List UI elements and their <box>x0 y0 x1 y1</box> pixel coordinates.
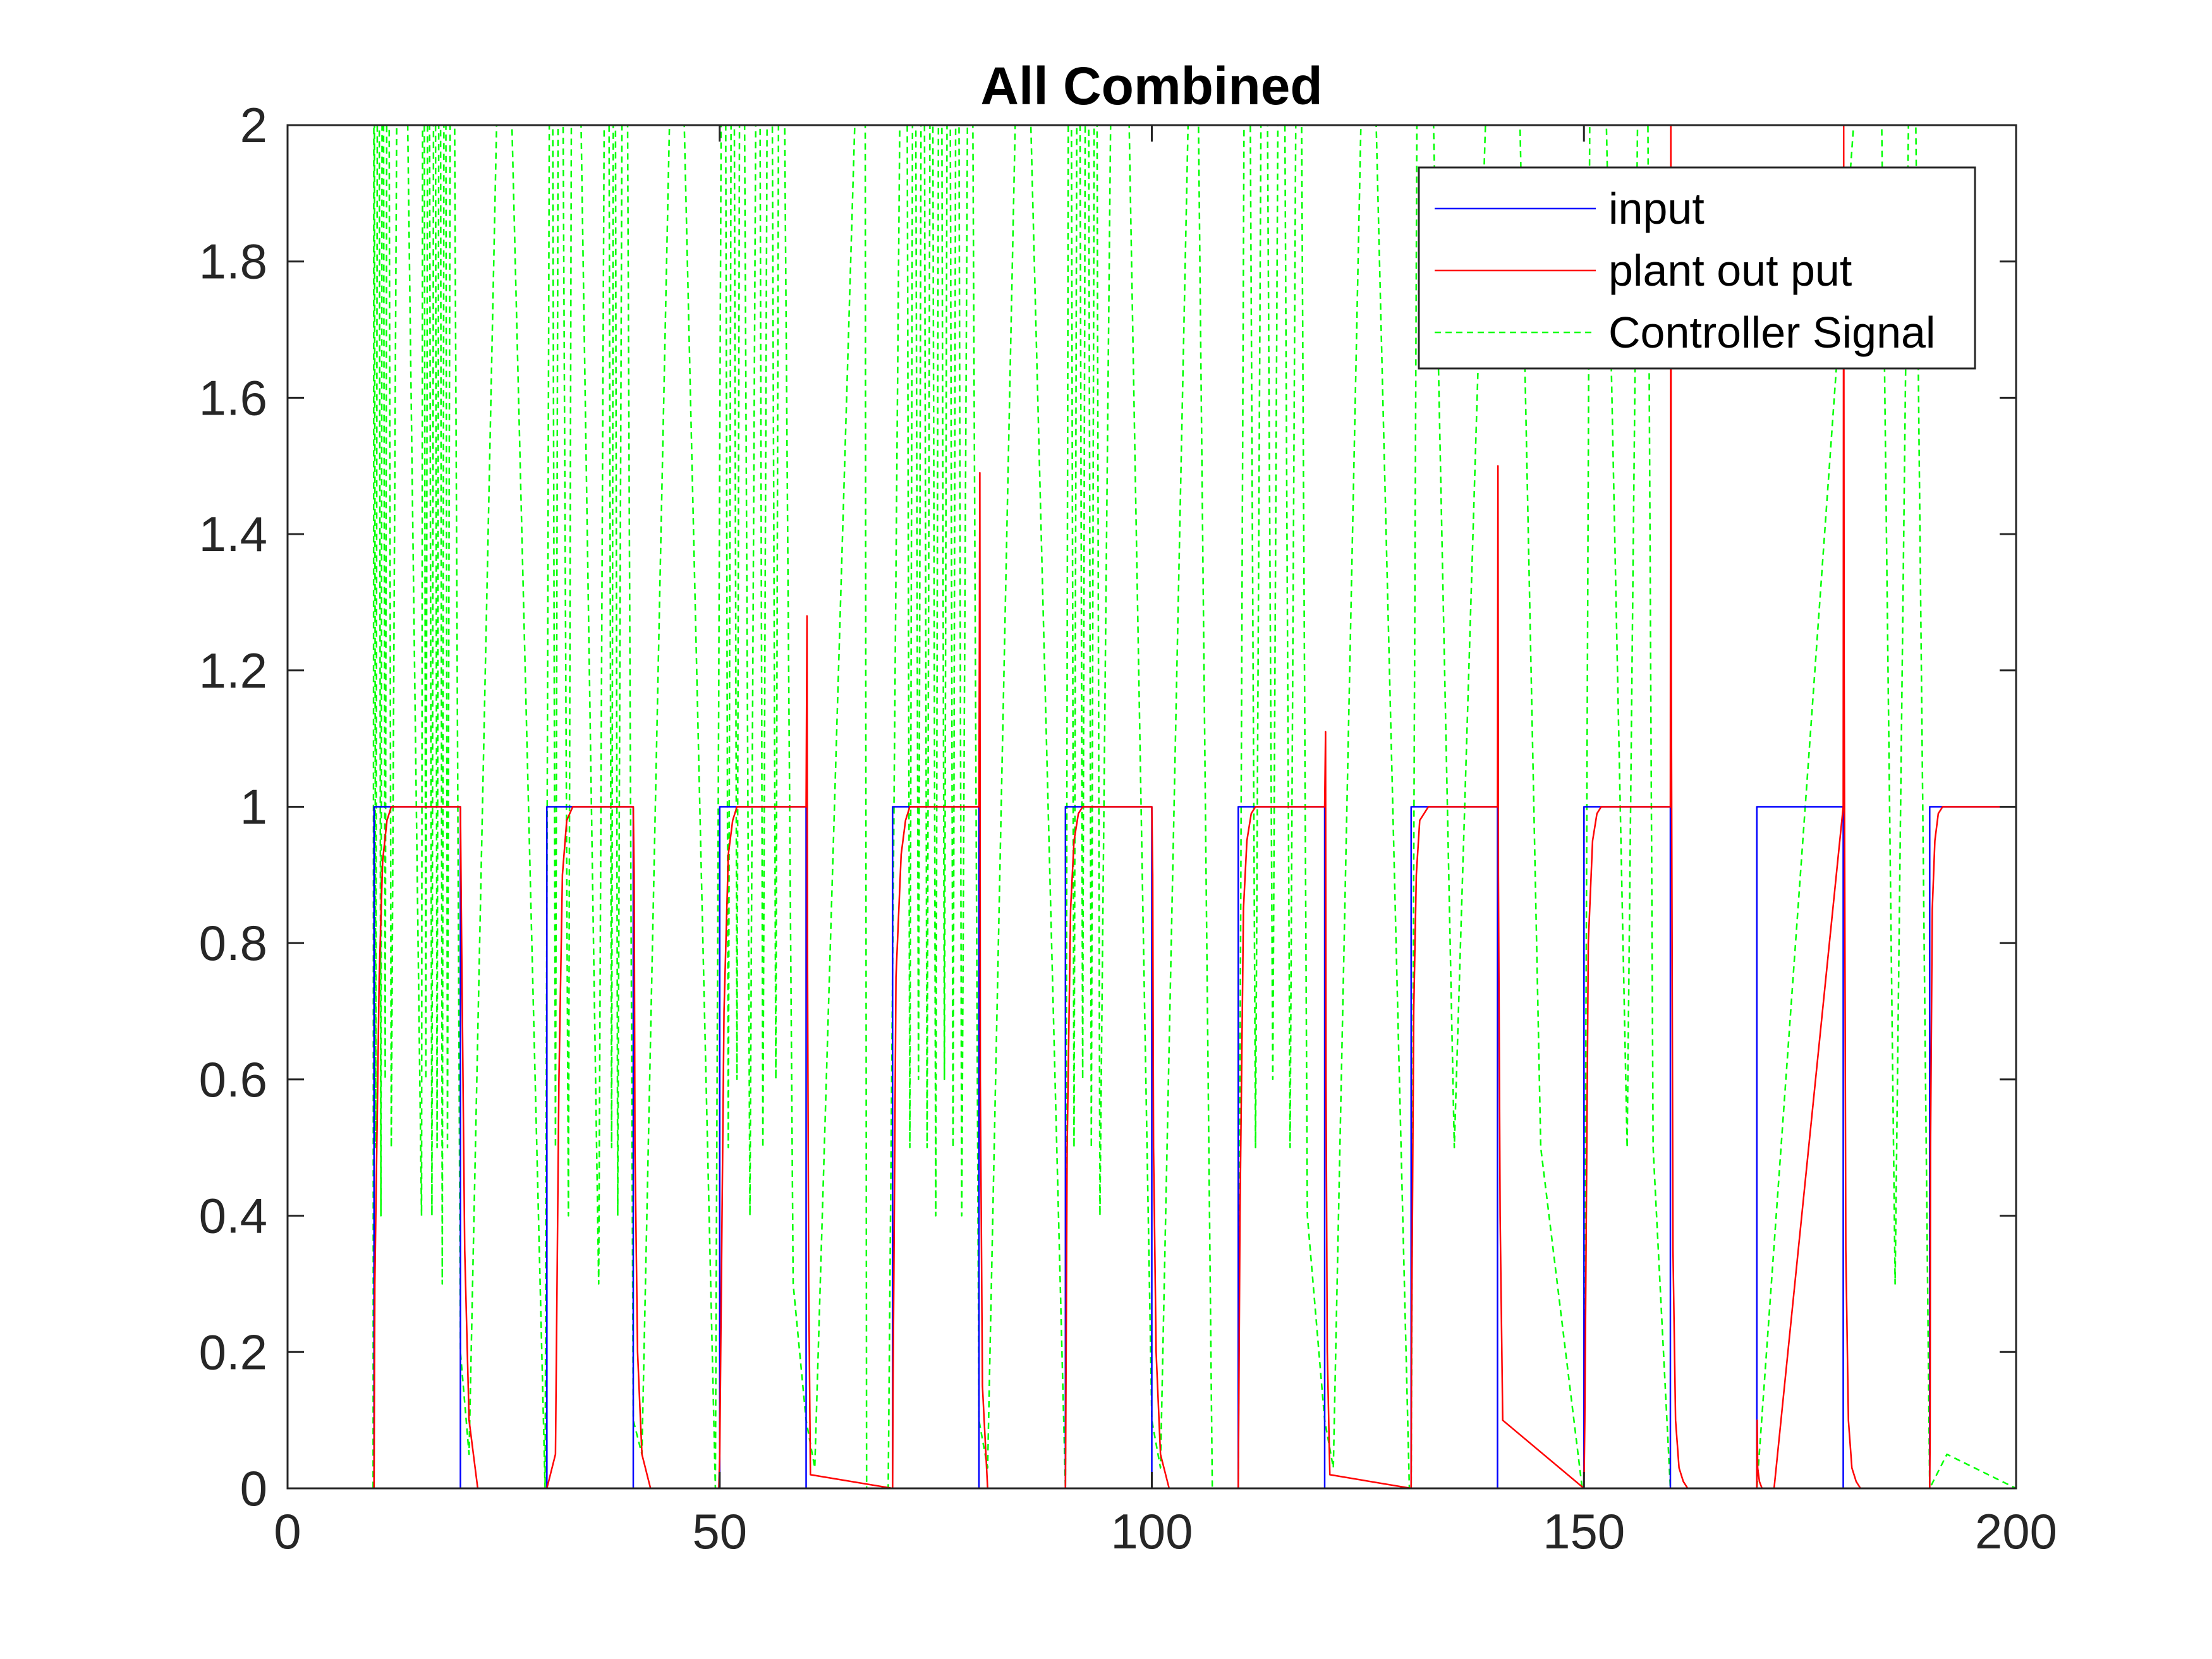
series-line-plant-out-put <box>288 125 2016 1488</box>
x-tick-label: 200 <box>1975 1504 2057 1559</box>
chart-title: All Combined <box>980 56 1322 116</box>
x-tick-label: 150 <box>1543 1504 1625 1559</box>
legend-box <box>1418 166 1976 370</box>
series-layer <box>288 125 2016 1488</box>
y-tick-label: 1.8 <box>199 234 267 289</box>
y-tick-label: 0.2 <box>199 1324 267 1380</box>
y-tick-label: 0.4 <box>199 1188 267 1244</box>
legend: input plant out put Controller Signal <box>1418 166 1976 370</box>
series-line-controller-signal <box>288 125 2016 1488</box>
x-tick-label: 0 <box>274 1504 301 1559</box>
ticks-layer: 0 50 100 150 200 0 0.2 0.4 0.6 0.8 1 1.2 1.4 1.6 1.8 2 <box>199 97 2058 1559</box>
series-line-input <box>288 806 2016 1488</box>
y-tick-label: 1.2 <box>199 643 267 698</box>
y-tick-label: 1.4 <box>199 506 267 562</box>
legend-label-controller-signal: Controller Signal <box>1608 308 1935 357</box>
y-tick-label: 1 <box>240 779 267 835</box>
legend-label-plant-output: plant out put <box>1608 246 1852 295</box>
y-tick-label: 0.8 <box>199 915 267 971</box>
y-tick-label: 2 <box>240 97 267 153</box>
y-tick-label: 0 <box>240 1461 267 1516</box>
y-tick-label: 0.6 <box>199 1052 267 1107</box>
x-tick-label: 100 <box>1110 1504 1193 1559</box>
y-tick-label: 1.6 <box>199 370 267 425</box>
legend-label-input: input <box>1608 184 1705 233</box>
x-tick-label: 50 <box>692 1504 747 1559</box>
